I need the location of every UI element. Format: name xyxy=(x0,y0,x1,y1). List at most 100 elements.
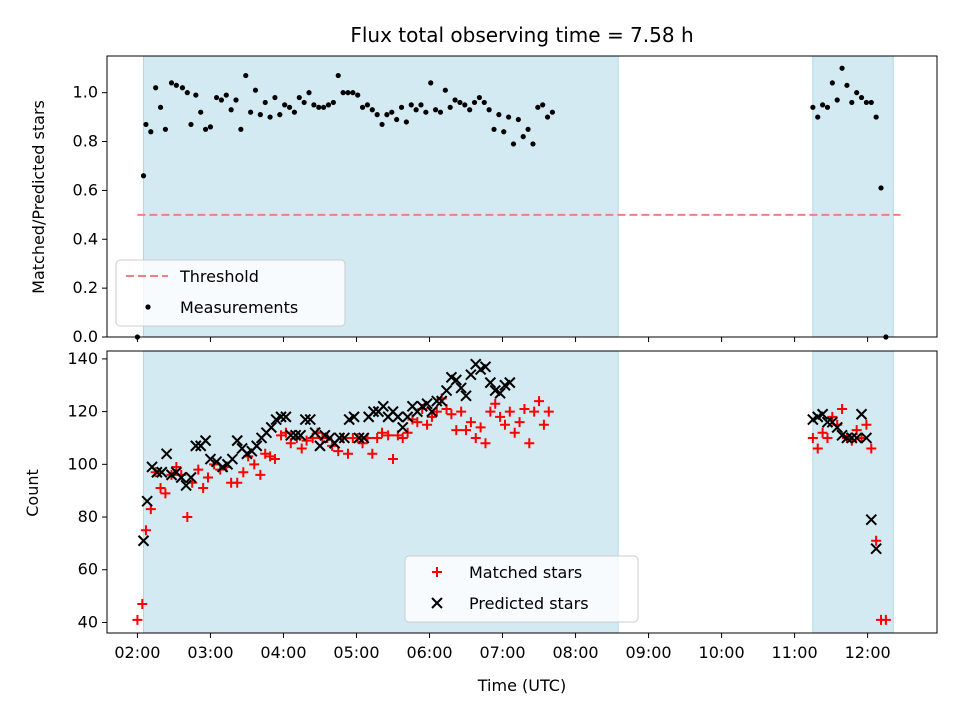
measurement-point xyxy=(394,116,400,123)
measurement-point xyxy=(829,80,835,86)
predicted-star-point xyxy=(821,416,834,428)
predicted-star-point xyxy=(199,434,212,447)
measurement-point xyxy=(330,99,336,106)
measurement-point xyxy=(815,114,821,120)
measurement-point xyxy=(413,107,419,113)
predicted-star-point xyxy=(204,453,217,465)
measurement-point xyxy=(272,94,278,101)
predicted-star-point xyxy=(250,440,263,452)
matched-star-point xyxy=(475,422,486,433)
matched-star-point xyxy=(446,409,457,420)
predicted-star-point xyxy=(431,395,443,407)
matched-star-point xyxy=(238,467,249,478)
matched-star-point xyxy=(387,454,398,465)
y-tick-label: 0.6 xyxy=(73,180,98,199)
ylabel-count: Count xyxy=(23,469,42,517)
panel-matched-ratio: 0.0 0.2 0.4 0.6 0.8 1.0 Matched/Predicted sta… xyxy=(29,55,938,346)
chart-title: Flux total observing time = 7.58 h xyxy=(350,23,693,47)
measurement-point xyxy=(447,104,453,110)
measurement-point xyxy=(262,99,268,106)
shaded-interval xyxy=(812,350,894,634)
matched-star-point xyxy=(422,419,433,430)
predicted-star-point xyxy=(401,411,414,423)
plot-frame xyxy=(106,350,938,634)
predicted-star-point xyxy=(151,466,163,478)
measurement-point xyxy=(428,80,434,86)
matched-star-point xyxy=(132,614,143,625)
legend-box xyxy=(404,555,639,623)
predicted-star-point xyxy=(333,432,346,444)
matched-star-point xyxy=(861,419,872,430)
predicted-star-point xyxy=(265,421,278,434)
matched-star-point xyxy=(456,406,467,417)
measurement-point xyxy=(471,99,478,106)
panel-star-counts: 40 60 80 100 120 140 02:00 03:00 04:00 05:00 06:0… xyxy=(23,349,938,695)
predicted-star-point xyxy=(285,429,297,442)
measurement-point xyxy=(257,112,263,118)
measurement-point xyxy=(173,82,179,88)
predicted-star-point xyxy=(304,413,316,426)
measurement-point xyxy=(168,80,175,86)
predicted-star-point xyxy=(367,405,380,418)
matched-star-point xyxy=(524,438,535,449)
measurement-point xyxy=(223,92,229,98)
measurement-point xyxy=(218,97,224,103)
measurement-point xyxy=(515,116,521,123)
legend-swatch xyxy=(432,567,442,577)
matched-star-point xyxy=(822,432,833,443)
predicted-star-point xyxy=(160,448,173,460)
predicted-star-point xyxy=(484,376,497,389)
predicted-star-point xyxy=(421,398,433,410)
x-tick-label: 12:00 xyxy=(845,643,891,662)
measurement-point xyxy=(510,141,517,147)
measurement-point xyxy=(340,90,346,96)
measurement-point xyxy=(179,85,186,91)
matched-star-point xyxy=(461,425,472,436)
x-tick-label: 07:00 xyxy=(479,643,525,662)
predicted-star-point xyxy=(504,376,516,389)
matched-star-point xyxy=(817,427,828,438)
measurement-point xyxy=(157,104,164,110)
matched-star-point xyxy=(538,419,549,430)
matched-star-point xyxy=(485,406,496,417)
matched-star-point xyxy=(499,419,510,430)
predicted-star-point xyxy=(841,432,853,444)
y-tick-label: 40 xyxy=(78,612,98,631)
predicted-star-point xyxy=(294,429,307,442)
predicted-star-point xyxy=(440,384,453,397)
matched-star-point xyxy=(255,469,266,480)
measurement-point xyxy=(878,185,884,191)
predicted-star-point xyxy=(185,471,197,484)
measurement-point xyxy=(467,107,473,113)
plot-frame xyxy=(106,55,938,338)
ylabel-ratio: Matched/Predicted stars xyxy=(29,100,48,294)
measurement-point xyxy=(462,102,468,108)
measurement-point xyxy=(530,141,536,147)
x-tick-label: 03:00 xyxy=(187,643,233,662)
measurement-point xyxy=(442,87,448,93)
predicted-star-point xyxy=(348,411,360,423)
legend-box xyxy=(115,259,346,327)
measurement-point xyxy=(863,99,870,106)
matched-star-point xyxy=(426,411,437,422)
predicted-star-point xyxy=(141,495,153,507)
predicted-star-point xyxy=(479,361,492,373)
measurement-point xyxy=(282,102,288,108)
measurement-point xyxy=(844,82,850,88)
predicted-star-point xyxy=(450,374,462,386)
predicted-star-point xyxy=(426,405,438,418)
measurement-point xyxy=(423,109,429,115)
matched-star-point xyxy=(866,443,877,454)
matched-star-point xyxy=(249,459,260,470)
y-tick-label: 0.4 xyxy=(73,229,98,248)
measurement-point xyxy=(277,112,283,118)
matched-star-point xyxy=(480,438,491,449)
measurement-point xyxy=(193,92,199,98)
matched-star-point xyxy=(193,464,204,475)
measurement-point xyxy=(540,102,546,108)
legend-swatch xyxy=(145,304,151,310)
matched-star-point xyxy=(301,435,312,446)
measurement-point xyxy=(486,107,492,113)
shaded-interval xyxy=(812,55,894,338)
